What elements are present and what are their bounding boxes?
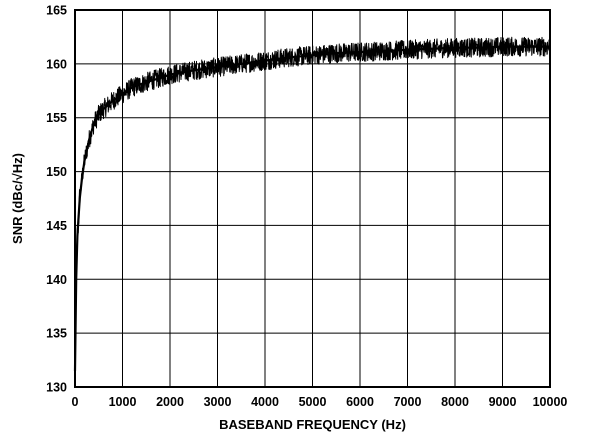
- x-tick-label: 2000: [156, 395, 184, 409]
- x-tick-label: 4000: [251, 395, 279, 409]
- x-tick-label: 8000: [441, 395, 469, 409]
- series-mean-line: [73, 45, 550, 371]
- x-tick-label: 3000: [204, 395, 232, 409]
- y-axis-title: SNR (dBc/√Hz): [10, 153, 25, 244]
- y-tick-label: 160: [46, 57, 67, 71]
- y-tick-label: 140: [46, 273, 67, 287]
- y-tick-label: 150: [46, 165, 67, 179]
- plot-frame: [74, 9, 551, 388]
- x-tick-label: 6000: [346, 395, 374, 409]
- y-tick-label: 135: [46, 327, 67, 341]
- x-tick-label: 0: [72, 395, 79, 409]
- y-tick-labels: 130 135 140 145 150 155 160 165: [46, 4, 67, 395]
- x-tick-label: 5000: [299, 395, 327, 409]
- x-tick-label: 1000: [109, 395, 137, 409]
- y-tick-label: 165: [46, 4, 67, 18]
- series-noise-trace: [74, 36, 551, 366]
- x-tick-label: 10000: [533, 395, 568, 409]
- x-tick-label: 9000: [489, 395, 517, 409]
- y-tick-label: 155: [46, 111, 67, 125]
- y-tick-label: 145: [46, 219, 67, 233]
- y-tick-label: 130: [46, 381, 67, 395]
- x-tick-label: 7000: [394, 395, 422, 409]
- x-tick-labels: 0 1000 2000 3000 4000 5000 6000 7000 8000 9000 100…: [72, 395, 568, 409]
- x-axis-title: BASEBAND FREQUENCY (Hz): [219, 417, 406, 432]
- grid-lines: [74, 9, 551, 388]
